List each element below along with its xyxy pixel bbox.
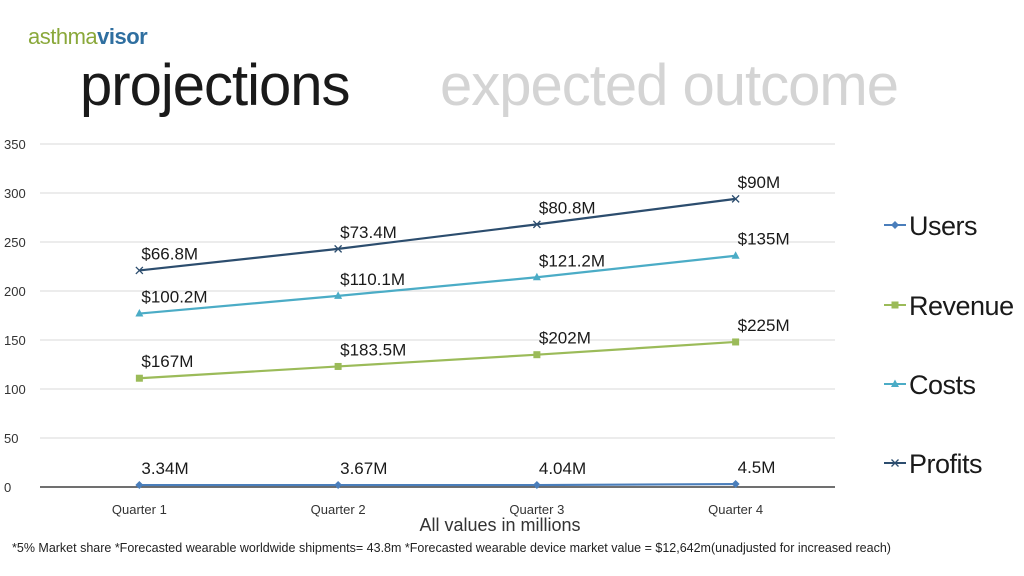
page-title: projections	[80, 53, 350, 118]
data-label-revenue: $167M	[141, 352, 193, 371]
x-tick-label: Quarter 3	[509, 502, 564, 517]
legend-marker-users	[891, 221, 899, 229]
y-tick-label: 100	[4, 382, 26, 397]
logo-text-part2: visor	[97, 24, 148, 49]
data-label-profits: $73.4M	[340, 223, 397, 242]
data-point-profits	[731, 194, 740, 203]
series-line-profits	[139, 197, 736, 272]
data-point-costs	[334, 291, 343, 299]
legend-marker-costs	[891, 379, 899, 387]
data-point-costs	[135, 309, 144, 317]
y-tick-label: 0	[4, 480, 11, 495]
data-point-profits	[135, 266, 144, 275]
data-point-users	[731, 480, 740, 489]
data-label-revenue: $225M	[738, 316, 790, 335]
legend-marker-profits	[891, 459, 899, 467]
brand-logo: asthmavisor	[28, 24, 148, 50]
x-tick-label: Quarter 4	[708, 502, 763, 517]
data-label-costs: $100.2M	[141, 288, 207, 307]
page-subtitle: expected outcome	[440, 53, 899, 118]
x-axis-title: All values in millions	[419, 515, 580, 535]
series-line-costs	[139, 254, 736, 315]
y-tick-label: 150	[4, 333, 26, 348]
footnote: *5% Market share *Forecasted wearable wo…	[12, 541, 891, 555]
data-label-users: 3.34M	[141, 459, 188, 478]
x-tick-label: Quarter 1	[112, 502, 167, 517]
data-point-profits	[532, 220, 541, 229]
data-label-users: 4.5M	[738, 458, 776, 477]
logo-text-part1: asthma	[28, 24, 98, 49]
data-point-users	[334, 481, 343, 490]
data-label-users: 3.67M	[340, 459, 387, 478]
data-point-revenue	[334, 362, 342, 370]
series-line-users	[139, 482, 736, 487]
data-label-revenue: $202M	[539, 329, 591, 348]
legend-label-costs: Costs	[909, 370, 976, 400]
series-line-revenue	[139, 340, 736, 380]
data-label-users: 4.04M	[539, 459, 586, 478]
data-label-revenue: $183.5M	[340, 340, 406, 359]
data-label-costs: $121.2M	[539, 251, 605, 270]
y-tick-label: 250	[4, 235, 26, 250]
legend-label-profits: Profits	[909, 449, 982, 479]
data-point-users	[532, 481, 541, 490]
x-tick-label: Quarter 2	[311, 502, 366, 517]
data-point-profits	[334, 244, 343, 253]
legend-marker-revenue	[891, 301, 899, 309]
data-label-profits: $66.8M	[141, 244, 198, 263]
y-tick-label: 350	[4, 137, 26, 152]
data-label-costs: $135M	[738, 230, 790, 249]
y-tick-label: 200	[4, 284, 26, 299]
y-tick-label: 50	[4, 431, 18, 446]
data-point-revenue	[135, 374, 143, 382]
legend-label-users: Users	[909, 211, 977, 241]
data-point-costs	[731, 251, 740, 259]
legend-label-revenue: Revenue	[909, 291, 1014, 321]
data-point-costs	[532, 272, 541, 281]
data-point-revenue	[533, 351, 541, 359]
data-point-revenue	[732, 338, 740, 346]
data-label-profits: $80.8M	[539, 198, 596, 217]
data-label-profits: $90M	[738, 173, 781, 192]
y-tick-label: 300	[4, 186, 26, 201]
data-label-costs: $110.1M	[340, 270, 405, 289]
data-point-users	[135, 481, 144, 490]
